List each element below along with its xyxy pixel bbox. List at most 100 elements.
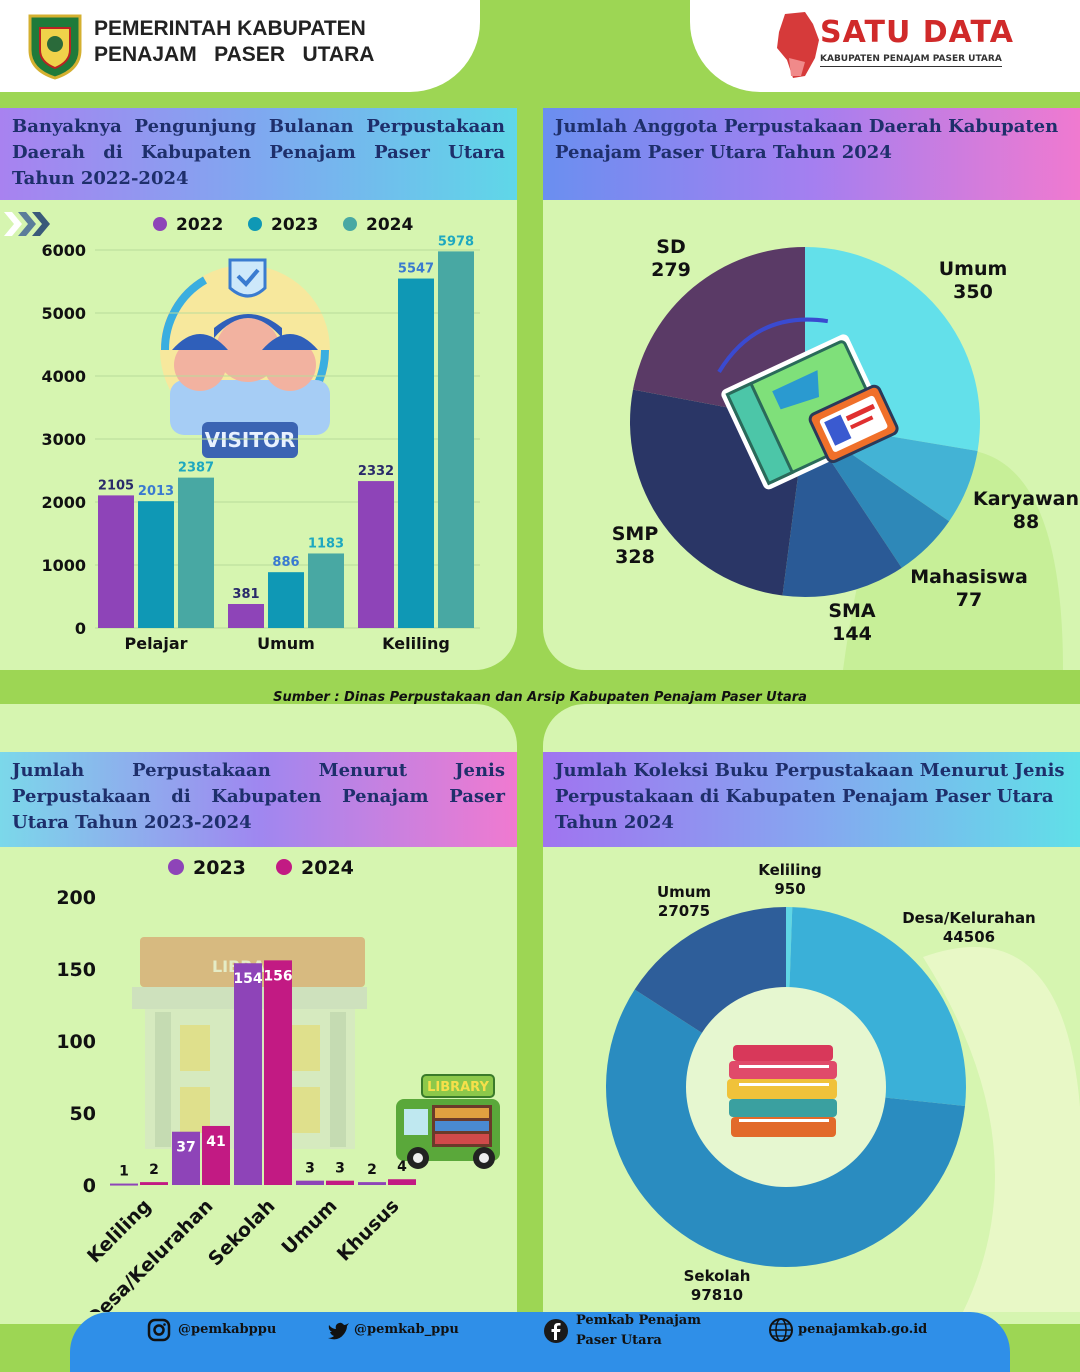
slice-label: Umum	[939, 258, 1008, 280]
legend-label: 2023	[271, 215, 318, 235]
bar-value-label: 5978	[438, 234, 474, 249]
bar-value-label: 1	[119, 1164, 129, 1180]
footer-bar	[70, 1312, 1010, 1372]
bar-value-label: 1183	[308, 536, 344, 551]
legend-swatch	[276, 859, 292, 875]
slice-value: 950	[774, 880, 805, 898]
twitter-handle[interactable]: @pemkab_ppu	[354, 1322, 459, 1337]
visitors-bar-chart: 2022 2023 2024 VISITOR 0 1000 2000 3000 4000 50…	[4, 212, 480, 653]
slice-value: 328	[615, 546, 655, 568]
slice-value: 144	[832, 623, 872, 645]
slice-label: Keliling	[758, 861, 822, 879]
bar-keliling-2023	[110, 1183, 138, 1186]
bar-value-label: 2	[149, 1162, 159, 1178]
members-chart-title: Jumlah Anggota Perpustakaan Daerah Kabup…	[543, 108, 1080, 200]
y-tick-label: 5000	[41, 304, 86, 323]
bar-umum-2024	[308, 553, 344, 628]
bar-value-label: 2105	[98, 478, 134, 493]
bar-value-label: 4	[397, 1159, 407, 1175]
bus-sign-text: LIBRARY	[427, 1080, 489, 1095]
legend-swatch	[168, 859, 184, 875]
y-tick-label: 1000	[41, 556, 86, 575]
bar-value-label: 2013	[138, 484, 174, 499]
libraries-chart-title: Jumlah Perpustakaan Menurut Jenis Perpus…	[0, 752, 517, 847]
slice-label: Sekolah	[684, 1267, 751, 1285]
slice-value: 77	[956, 589, 982, 611]
legend-swatch	[153, 217, 167, 231]
slice-label: SMA	[828, 600, 876, 622]
facebook-page[interactable]: Pemkab Penajam Paser Utara	[576, 1311, 701, 1351]
x-category-label: Sekolah	[204, 1195, 279, 1270]
slice-label: Mahasiswa	[910, 566, 1028, 588]
bar-value-label: 2387	[178, 461, 214, 476]
y-tick-label: 100	[56, 1031, 96, 1053]
instagram-handle[interactable]: @pemkabppu	[178, 1322, 277, 1337]
bar-keliling-2022	[358, 481, 394, 628]
bar-value-label: 381	[232, 587, 259, 602]
bar-desa-kelurahan-2024	[202, 1125, 230, 1185]
legend-swatch	[343, 217, 357, 231]
bar-desa-kelurahan-2023	[172, 1131, 200, 1185]
website-globe-icon[interactable]	[768, 1317, 794, 1343]
facebook-page-line2: Paser Utara	[576, 1333, 662, 1348]
bar-value-label: 886	[272, 555, 299, 570]
visitor-illustration: VISITOR	[160, 258, 330, 458]
bar-value-label: 156	[263, 968, 292, 984]
brand-title: SATU DATA	[820, 15, 1014, 50]
y-tick-label: 0	[75, 619, 86, 638]
y-tick-label: 6000	[41, 241, 86, 260]
regency-emblem-icon	[28, 14, 82, 80]
slice-label: Umum	[657, 883, 711, 901]
bar-pelajar-2024	[178, 477, 214, 628]
slice-value: 350	[953, 281, 993, 303]
y-tick-label: 3000	[41, 430, 86, 449]
bar-value-label: 41	[206, 1134, 225, 1150]
bar-value-label: 2	[367, 1162, 377, 1178]
instagram-icon[interactable]	[147, 1318, 171, 1342]
government-title-line2: PENAJAM PASER UTARA	[94, 43, 375, 66]
slice-value: 279	[651, 259, 691, 281]
bar-umum-2023	[296, 1180, 324, 1185]
x-category-label: Umum	[277, 1195, 341, 1259]
legend-swatch	[248, 217, 262, 231]
government-title: PEMERINTAH KABUPATEN PENAJAM PASER UTARA	[94, 16, 374, 68]
bar-value-label: 2332	[358, 464, 394, 479]
slice-value: 44506	[943, 928, 995, 946]
bar-value-label: 3	[305, 1161, 315, 1177]
bar-value-label: 3	[335, 1161, 345, 1177]
collections-chart-title: Jumlah Koleksi Buku Perpustakaan Menurut…	[543, 752, 1080, 847]
x-category-label: Khusus	[333, 1195, 404, 1266]
x-category-label: Umum	[257, 634, 315, 653]
bar-khusus-2024	[388, 1179, 416, 1185]
bar-keliling-2023	[398, 278, 434, 628]
y-tick-label: 0	[83, 1175, 96, 1197]
x-category-label: Pelajar	[124, 634, 187, 653]
bar-keliling-2024	[140, 1182, 168, 1185]
x-category-label: Keliling	[382, 634, 450, 653]
twitter-icon[interactable]	[328, 1320, 350, 1340]
y-tick-label: 200	[56, 887, 96, 909]
bar-value-label: 37	[176, 1140, 195, 1156]
visitor-badge-text: VISITOR	[205, 428, 296, 452]
bar-khusus-2023	[358, 1182, 386, 1185]
arrows-icon	[4, 212, 50, 236]
y-tick-label: 2000	[41, 493, 86, 512]
facebook-icon[interactable]	[543, 1318, 569, 1344]
bar-umum-2022	[228, 603, 264, 628]
legend-label: 2023	[193, 857, 246, 879]
slice-label: Karyawan	[973, 488, 1079, 510]
library-bus-illustration: LIBRARY	[396, 1074, 500, 1169]
bar-umum-2023	[268, 572, 304, 628]
y-tick-label: 4000	[41, 367, 86, 386]
bar-pelajar-2022	[98, 495, 134, 628]
y-tick-label: 150	[56, 959, 96, 981]
slice-value: 88	[1013, 511, 1039, 533]
website-url[interactable]: penajamkab.go.id	[798, 1322, 928, 1337]
slice-label: SMP	[612, 523, 659, 545]
visitors-chart-title: Banyaknya Pengunjung Bulanan Perpustakaa…	[0, 108, 517, 200]
header-right-banner	[690, 0, 1080, 92]
bar-value-label: 5547	[398, 262, 434, 277]
